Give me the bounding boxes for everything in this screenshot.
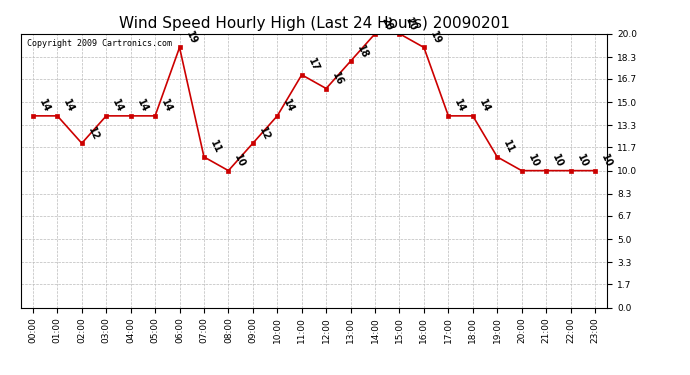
Text: 10: 10: [233, 153, 247, 169]
Text: Copyright 2009 Cartronics.com: Copyright 2009 Cartronics.com: [26, 39, 172, 48]
Text: 11: 11: [208, 139, 223, 156]
Text: 14: 14: [135, 98, 150, 114]
Text: 20: 20: [380, 16, 394, 32]
Text: 18: 18: [355, 43, 370, 60]
Text: 10: 10: [526, 153, 540, 169]
Text: 14: 14: [61, 98, 77, 114]
Text: 19: 19: [428, 30, 443, 46]
Text: 17: 17: [306, 57, 321, 74]
Text: 14: 14: [37, 98, 52, 114]
Text: 19: 19: [184, 30, 199, 46]
Text: 14: 14: [453, 98, 467, 114]
Text: 10: 10: [550, 153, 565, 169]
Text: 14: 14: [110, 98, 125, 114]
Text: 16: 16: [331, 70, 345, 87]
Text: 14: 14: [477, 98, 492, 114]
Text: 20: 20: [404, 16, 418, 32]
Text: 11: 11: [502, 139, 516, 156]
Title: Wind Speed Hourly High (Last 24 Hours) 20090201: Wind Speed Hourly High (Last 24 Hours) 2…: [119, 16, 509, 31]
Text: 12: 12: [257, 125, 272, 142]
Text: 14: 14: [282, 98, 296, 114]
Text: 10: 10: [575, 153, 589, 169]
Text: 14: 14: [159, 98, 174, 114]
Text: 12: 12: [86, 125, 101, 142]
Text: 10: 10: [599, 153, 614, 169]
